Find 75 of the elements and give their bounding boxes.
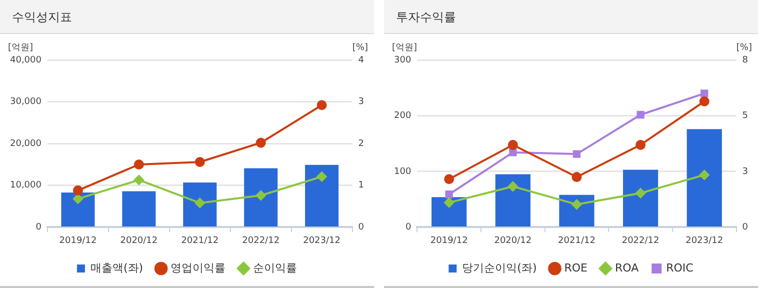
bar [183, 182, 217, 226]
y-tick-label: 100 [394, 166, 412, 177]
point [699, 170, 710, 180]
point [699, 96, 710, 106]
y-tick-label: 0 [405, 222, 412, 233]
bar [305, 164, 339, 226]
point [256, 190, 266, 200]
point [134, 174, 144, 185]
legend-label: 순이익률 [253, 261, 298, 274]
y2-tick-label: 2 [358, 138, 364, 149]
x-tick-label: 2022/12 [242, 236, 280, 246]
bar [686, 129, 722, 226]
point [572, 199, 582, 210]
point [636, 188, 646, 198]
point [572, 172, 582, 182]
x-tick-label: 2022/12 [622, 236, 660, 246]
y-tick-label: 0 [36, 222, 42, 233]
legend-label: 매출액(좌) [90, 261, 144, 274]
legend-label: ROIC [666, 261, 694, 274]
point [316, 100, 327, 110]
point [194, 198, 205, 208]
x-tick-label: 2021/12 [181, 236, 219, 246]
y2-tick-label: 1 [358, 180, 364, 191]
y-tick-label: 40,000 [10, 55, 42, 66]
point [444, 174, 454, 184]
y-axis-title: [억원] [8, 42, 34, 53]
bar [432, 197, 467, 226]
y-tick-label: 30,000 [10, 97, 42, 108]
chart-title: 투자수익률 [384, 0, 758, 34]
legend-label: ROE [564, 261, 588, 274]
legend-label: 영업이익률 [170, 261, 226, 274]
bar [622, 170, 658, 226]
legend-label: ROA [614, 261, 640, 274]
y2-tick-label: 5 [742, 111, 748, 122]
point [444, 198, 454, 208]
x-tick-label: 2021/12 [558, 236, 596, 246]
bar [244, 168, 278, 226]
y2-tick-label: 0 [358, 222, 364, 233]
x-tick-label: 2020/12 [494, 236, 532, 246]
point [572, 150, 581, 158]
y-tick-label: 200 [394, 111, 412, 122]
point [508, 181, 518, 192]
point [636, 110, 644, 119]
point [316, 172, 327, 182]
bar [61, 192, 95, 226]
y2-tick-label: 4 [358, 55, 364, 66]
point [508, 140, 518, 150]
point [509, 148, 517, 156]
legend-label: 당기순이익(좌) [462, 261, 537, 274]
bar [122, 191, 156, 226]
point [72, 194, 83, 204]
y2-tick-label: 8 [742, 55, 748, 66]
y2-axis-title: [%] [352, 42, 368, 53]
point [194, 156, 205, 167]
y-tick-label: 10,000 [10, 180, 42, 191]
point [256, 138, 266, 148]
x-tick-label: 2020/12 [120, 236, 158, 246]
point [134, 160, 144, 170]
chart-title: 수익성지표 [0, 0, 374, 34]
x-tick-label: 2023/12 [686, 236, 724, 246]
point [72, 185, 83, 196]
point [445, 190, 453, 198]
y2-tick-label: 3 [742, 166, 748, 177]
y-axis-title: [억원] [392, 42, 418, 53]
y-tick-label: 20,000 [10, 138, 42, 149]
x-tick-label: 2019/12 [59, 236, 97, 246]
point [636, 140, 646, 150]
y-tick-label: 300 [394, 55, 412, 66]
x-tick-label: 2019/12 [430, 236, 468, 246]
y2-axis-title: [%] [736, 42, 752, 53]
x-tick-label: 2023/12 [303, 236, 340, 246]
point [700, 90, 708, 98]
y2-tick-label: 3 [358, 97, 364, 108]
bar [495, 174, 530, 226]
y2-tick-label: 0 [742, 222, 748, 233]
